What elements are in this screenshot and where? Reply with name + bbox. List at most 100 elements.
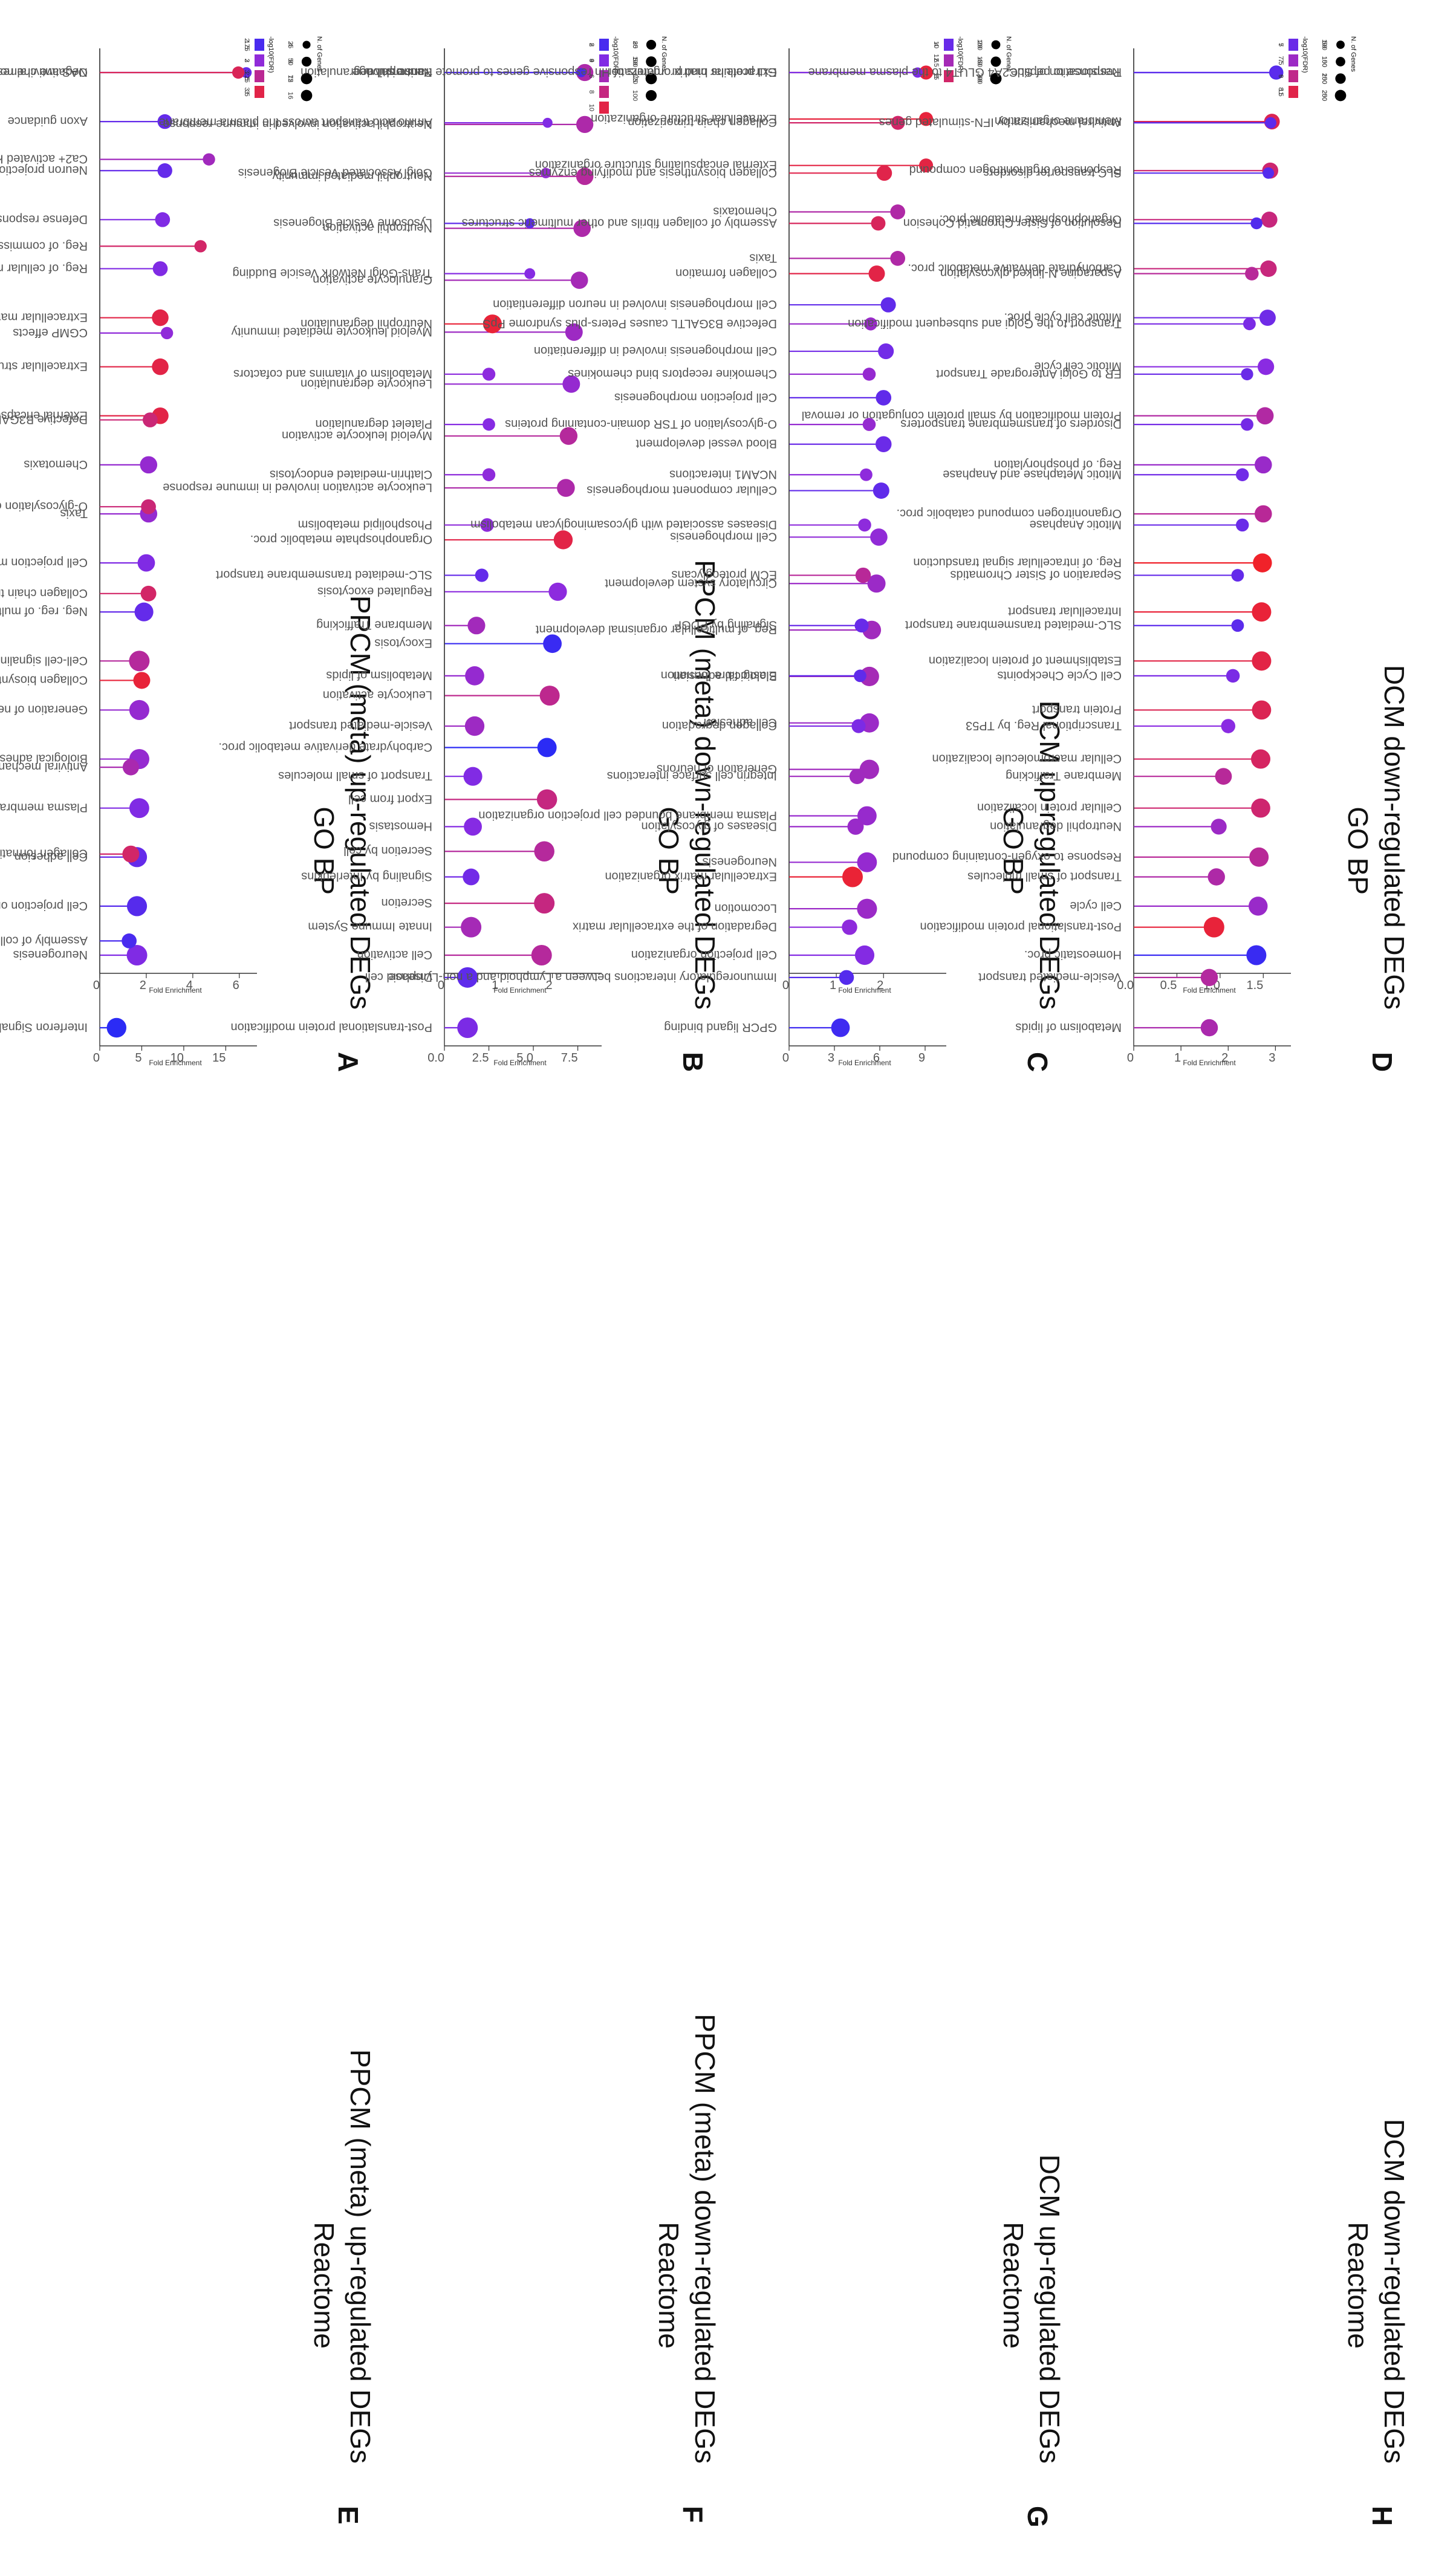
term-label: Exocytosis	[374, 637, 432, 650]
x-tick-label: 15	[212, 1051, 226, 1065]
lollipop-dot	[1251, 798, 1270, 818]
color-legend-swatch	[1289, 70, 1298, 82]
color-legend-swatch	[599, 39, 609, 51]
term-label: Homeostatic proc.	[1024, 948, 1122, 961]
term-label: Cellular macromolecule localization	[932, 752, 1122, 765]
term-label: Chemotaxis	[24, 458, 88, 471]
x-tick-label: 0	[782, 979, 789, 992]
panel-subtitle: Reactome	[998, 2222, 1029, 2349]
lollipop-dot	[912, 67, 923, 78]
panel-letter: H	[1367, 2506, 1398, 2526]
size-legend-label: 50	[631, 58, 639, 65]
term-label: Signaling by PDGF	[674, 618, 777, 632]
term-label: Axon guidance	[8, 114, 88, 128]
lollipop-dot	[859, 759, 879, 779]
term-label: Translocation of SLC2A4 GLUT4 to the pla…	[808, 65, 1122, 79]
lollipop-dot	[849, 768, 865, 784]
color-legend-label: 2.75	[243, 38, 250, 51]
term-label: Vesicle-mediated transport	[289, 719, 432, 732]
size-legend-dot	[1334, 89, 1347, 102]
color-legend-label: 8	[932, 74, 940, 78]
term-label: Myeloid leukocyte mediated immunity	[232, 325, 432, 338]
term-label: Chemokine receptors bind chemokines	[568, 367, 777, 380]
size-legend-dot	[302, 41, 311, 49]
color-legend-label: 11	[1277, 88, 1284, 95]
lollipop-dot	[126, 945, 148, 965]
x-tick-label: 3	[1269, 1051, 1275, 1065]
term-label: Reg. of intracellular signal transductio…	[913, 556, 1122, 569]
x-tick-label: 2	[877, 979, 883, 992]
x-tick-label: 1	[1174, 1051, 1181, 1065]
term-label: Membrane Trafficking	[316, 618, 432, 632]
term-label: Reg. of commissural axon pathfinding by …	[0, 239, 88, 252]
lollipop-dot	[870, 528, 888, 546]
color-legend-label: 8.5	[1277, 87, 1284, 96]
lollipop-dot	[857, 806, 877, 826]
size-legend-dot	[990, 73, 1002, 85]
lollipop-dot	[160, 326, 174, 340]
term-label: Cell projection organization	[0, 899, 88, 912]
size-legend-dot	[301, 89, 313, 102]
x-tick-label: 3	[828, 1051, 834, 1065]
term-label: Cell projection morphogenesis	[614, 391, 777, 404]
term-label: Degradation of the extracellular matrix	[573, 920, 777, 933]
size-legend-label: 60	[976, 75, 983, 82]
term-label: Assembly of collagen fibrils and other m…	[462, 216, 777, 229]
term-label: Transport of small molecules	[967, 870, 1122, 883]
lollipop-dot	[524, 218, 535, 229]
lollipop-dot	[557, 479, 575, 497]
x-tick-label: 1	[830, 979, 836, 992]
lollipop-dot	[1245, 267, 1259, 281]
term-label: Cell morphogenesis involved in different…	[534, 344, 777, 357]
lollipop-dot	[562, 375, 580, 393]
term-label: Organonitrogen compound catabolic proc.	[897, 507, 1122, 520]
lollipop-dot	[152, 309, 169, 326]
lollipop-dot	[129, 699, 149, 721]
panel-subtitle: Reactome	[1342, 2222, 1374, 2349]
lollipop-dot	[871, 216, 886, 231]
color-legend-title: -log10(FDR)	[1301, 36, 1308, 73]
lollipop-dot	[194, 240, 207, 253]
term-label: Cell adhesion	[15, 850, 88, 863]
term-label: Metabolism of lipids	[326, 669, 432, 682]
x-tick-label: 0.5	[1160, 979, 1177, 992]
size-legend-dot	[990, 56, 1001, 67]
color-legend-title: -log10(FDR)	[267, 36, 275, 73]
term-label: Collagen biosynthesis and modifying enzy…	[529, 166, 777, 179]
x-axis-title: Fold Enrichment	[493, 1059, 547, 1067]
x-tick-label: 2	[545, 979, 552, 992]
size-legend-label: 50	[287, 58, 294, 65]
size-legend-label: 12	[287, 75, 294, 82]
term-label: Plasma membrane bounded cell projection …	[478, 808, 777, 822]
term-label: Defective B3GALTL causes Peters-plus syn…	[483, 317, 777, 330]
size-legend-title: N. of Genes	[1350, 36, 1357, 72]
color-legend-swatch	[255, 86, 264, 98]
size-legend-title: N. of Genes	[1350, 36, 1357, 72]
x-tick-label: 5	[135, 1051, 141, 1065]
lollipop-dot	[1203, 917, 1224, 938]
lollipop-dot	[862, 368, 876, 381]
term-label: Circulatory system development	[605, 576, 777, 589]
lollipop-dot	[155, 212, 171, 227]
term-label: Export from cell	[348, 792, 432, 805]
lollipop-dot	[854, 669, 866, 683]
term-label: Neutrophil activation	[323, 221, 432, 235]
term-label: Amino acid transport across the plasma m…	[159, 115, 432, 129]
lollipop-dot	[1254, 456, 1272, 474]
size-legend-dot	[646, 57, 656, 67]
term-label: Collagen biosynthesis and modifying enzy…	[0, 673, 88, 686]
lollipop-dot	[854, 618, 869, 633]
size-legend-title: N. of Genes	[660, 36, 668, 72]
size-legend-label: 25	[631, 41, 639, 48]
lollipop-dot	[918, 158, 934, 173]
lollipop-dot	[1270, 67, 1281, 79]
term-label: Membrane organization	[995, 114, 1122, 128]
lollipop-dot	[875, 436, 892, 453]
color-legend-title: -log10(FDR)	[1301, 36, 1308, 73]
lollipop-dot	[573, 219, 591, 237]
term-label: Cellular protein localization	[977, 801, 1122, 814]
